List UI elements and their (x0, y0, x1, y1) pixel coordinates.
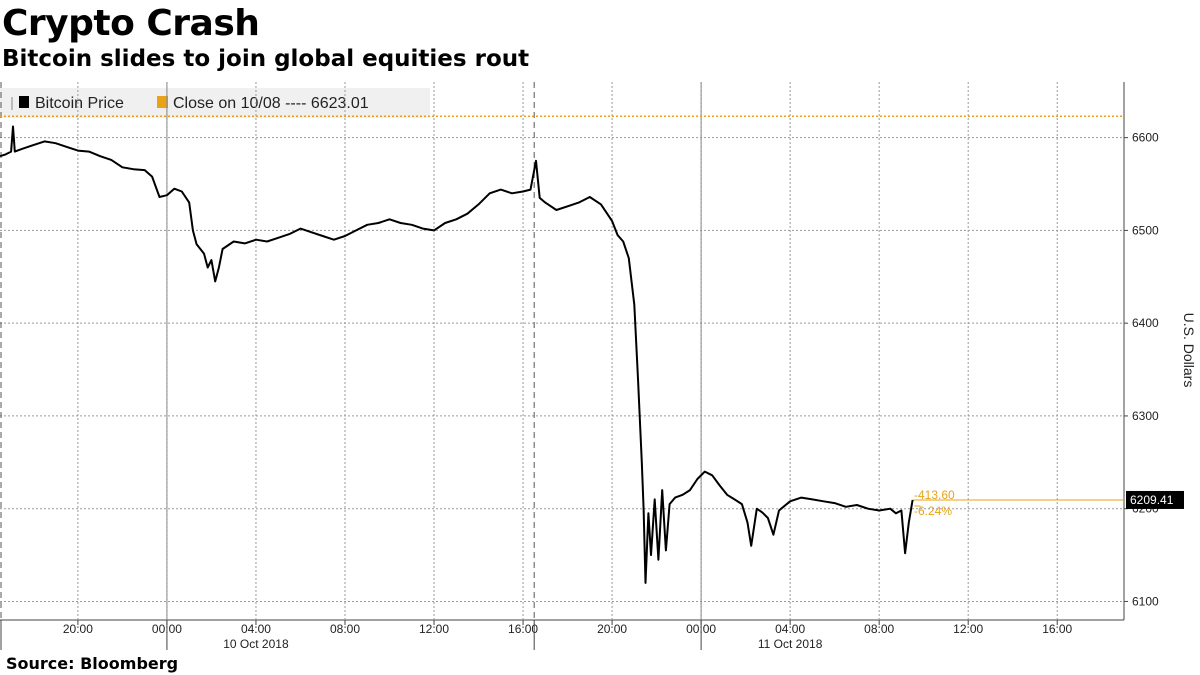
legend-series-marker (11, 96, 29, 110)
legend-series-label: Bitcoin Price (35, 95, 124, 112)
x-date-label: 10 Oct 2018 (223, 637, 289, 651)
change-annotation: -413.60 (914, 488, 955, 502)
legend-close-label: Close on 10/08 ---- 6623.01 (173, 95, 369, 112)
x-tick-label: 12:00 (953, 622, 983, 636)
legend-close-marker (157, 96, 168, 108)
y-tick-label: 6100 (1132, 594, 1159, 608)
y-tick-label: 6400 (1132, 316, 1159, 330)
x-tick-label: 20:00 (597, 622, 627, 636)
change-pct-annotation: -6.24% (914, 504, 952, 518)
last-value-label: 6209.41 (1130, 493, 1174, 507)
x-tick-label: 04:00 (775, 622, 805, 636)
source-note: Source: Bloomberg (6, 654, 179, 673)
x-tick-label: 08:00 (864, 622, 894, 636)
chart-subtitle: Bitcoin slides to join global equities r… (2, 46, 530, 72)
x-tick-label: 16:00 (508, 622, 538, 636)
chart-title: Crypto Crash (2, 3, 260, 44)
x-tick-label: 08:00 (330, 622, 360, 636)
y-tick-label: 6600 (1132, 131, 1159, 145)
last-value-tag (1126, 490, 1184, 509)
x-tick-label: 04:00 (241, 622, 271, 636)
x-tick-label: 20:00 (63, 622, 93, 636)
legend-background (0, 88, 430, 118)
x-date-label: 11 Oct 2018 (758, 637, 823, 651)
bitcoin-price-line (0, 125, 914, 584)
y-tick-label: 6300 (1132, 409, 1159, 423)
y-axis-title: U.S. Dollars (1181, 313, 1197, 388)
x-tick-label: 16:00 (1042, 622, 1072, 636)
y-tick-label: 6500 (1132, 223, 1159, 237)
x-tick-label: 12:00 (419, 622, 449, 636)
